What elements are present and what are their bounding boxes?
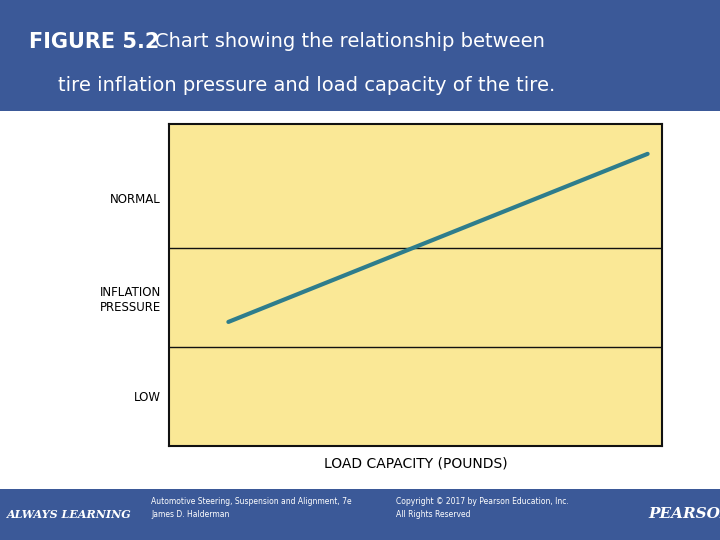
Text: PEARSON: PEARSON: [648, 508, 720, 521]
Text: ALWAYS LEARNING: ALWAYS LEARNING: [7, 509, 132, 520]
Text: Automotive Steering, Suspension and Alignment, 7e
James D. Halderman: Automotive Steering, Suspension and Alig…: [151, 497, 352, 518]
Text: Copyright © 2017 by Pearson Education, Inc.
All Rights Reserved: Copyright © 2017 by Pearson Education, I…: [396, 497, 569, 518]
Text: tire inflation pressure and load capacity of the tire.: tire inflation pressure and load capacit…: [58, 76, 555, 94]
Text: Chart showing the relationship between: Chart showing the relationship between: [155, 32, 544, 51]
Text: FIGURE 5.2: FIGURE 5.2: [29, 32, 159, 52]
X-axis label: LOAD CAPACITY (POUNDS): LOAD CAPACITY (POUNDS): [324, 457, 508, 471]
